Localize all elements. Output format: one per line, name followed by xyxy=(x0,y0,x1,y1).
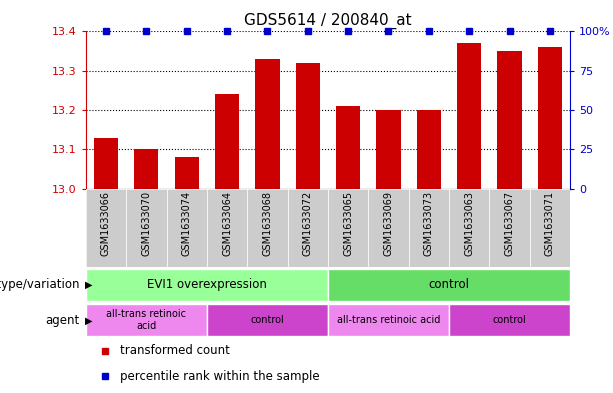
Bar xyxy=(287,189,328,267)
Text: ▶: ▶ xyxy=(85,280,92,290)
Bar xyxy=(328,269,570,301)
Bar xyxy=(498,51,522,189)
Bar xyxy=(376,110,401,189)
Bar xyxy=(86,269,328,301)
Text: GSM1633070: GSM1633070 xyxy=(142,191,151,256)
Bar xyxy=(207,189,247,267)
Bar xyxy=(489,189,530,267)
Bar xyxy=(417,110,441,189)
Text: GSM1633068: GSM1633068 xyxy=(262,191,272,256)
Bar xyxy=(207,304,328,336)
Text: agent: agent xyxy=(45,314,80,327)
Title: GDS5614 / 200840_at: GDS5614 / 200840_at xyxy=(244,13,412,29)
Bar xyxy=(328,304,449,336)
Bar xyxy=(134,149,159,189)
Text: GSM1633073: GSM1633073 xyxy=(424,191,434,256)
Text: control: control xyxy=(251,315,284,325)
Bar xyxy=(126,189,167,267)
Text: GSM1633069: GSM1633069 xyxy=(384,191,394,256)
Bar xyxy=(256,59,280,189)
Text: GSM1633066: GSM1633066 xyxy=(101,191,111,256)
Text: transformed count: transformed count xyxy=(120,344,230,357)
Text: GSM1633063: GSM1633063 xyxy=(464,191,474,256)
Bar xyxy=(86,189,126,267)
Text: all-trans retinoic acid: all-trans retinoic acid xyxy=(337,315,440,325)
Text: GSM1633071: GSM1633071 xyxy=(545,191,555,256)
Text: ▶: ▶ xyxy=(85,315,92,325)
Text: genotype/variation: genotype/variation xyxy=(0,278,80,292)
Bar xyxy=(449,304,570,336)
Text: GSM1633064: GSM1633064 xyxy=(222,191,232,256)
Text: GSM1633067: GSM1633067 xyxy=(504,191,514,256)
Text: all-trans retinoic
acid: all-trans retinoic acid xyxy=(106,310,186,331)
Text: control: control xyxy=(428,278,470,292)
Bar xyxy=(215,94,239,189)
Bar xyxy=(295,63,320,189)
Bar xyxy=(368,189,409,267)
Bar xyxy=(175,157,199,189)
Bar xyxy=(336,106,360,189)
Bar xyxy=(247,189,287,267)
Bar xyxy=(409,189,449,267)
Bar xyxy=(328,189,368,267)
Bar xyxy=(538,47,562,189)
Text: GSM1633065: GSM1633065 xyxy=(343,191,353,256)
Bar xyxy=(449,189,489,267)
Text: GSM1633074: GSM1633074 xyxy=(181,191,192,256)
Text: percentile rank within the sample: percentile rank within the sample xyxy=(120,370,319,383)
Text: EVI1 overexpression: EVI1 overexpression xyxy=(147,278,267,292)
Text: control: control xyxy=(493,315,527,325)
Text: GSM1633072: GSM1633072 xyxy=(303,191,313,256)
Bar xyxy=(86,304,207,336)
Bar xyxy=(167,189,207,267)
Bar xyxy=(457,43,481,189)
Bar xyxy=(94,138,118,189)
Bar xyxy=(530,189,570,267)
